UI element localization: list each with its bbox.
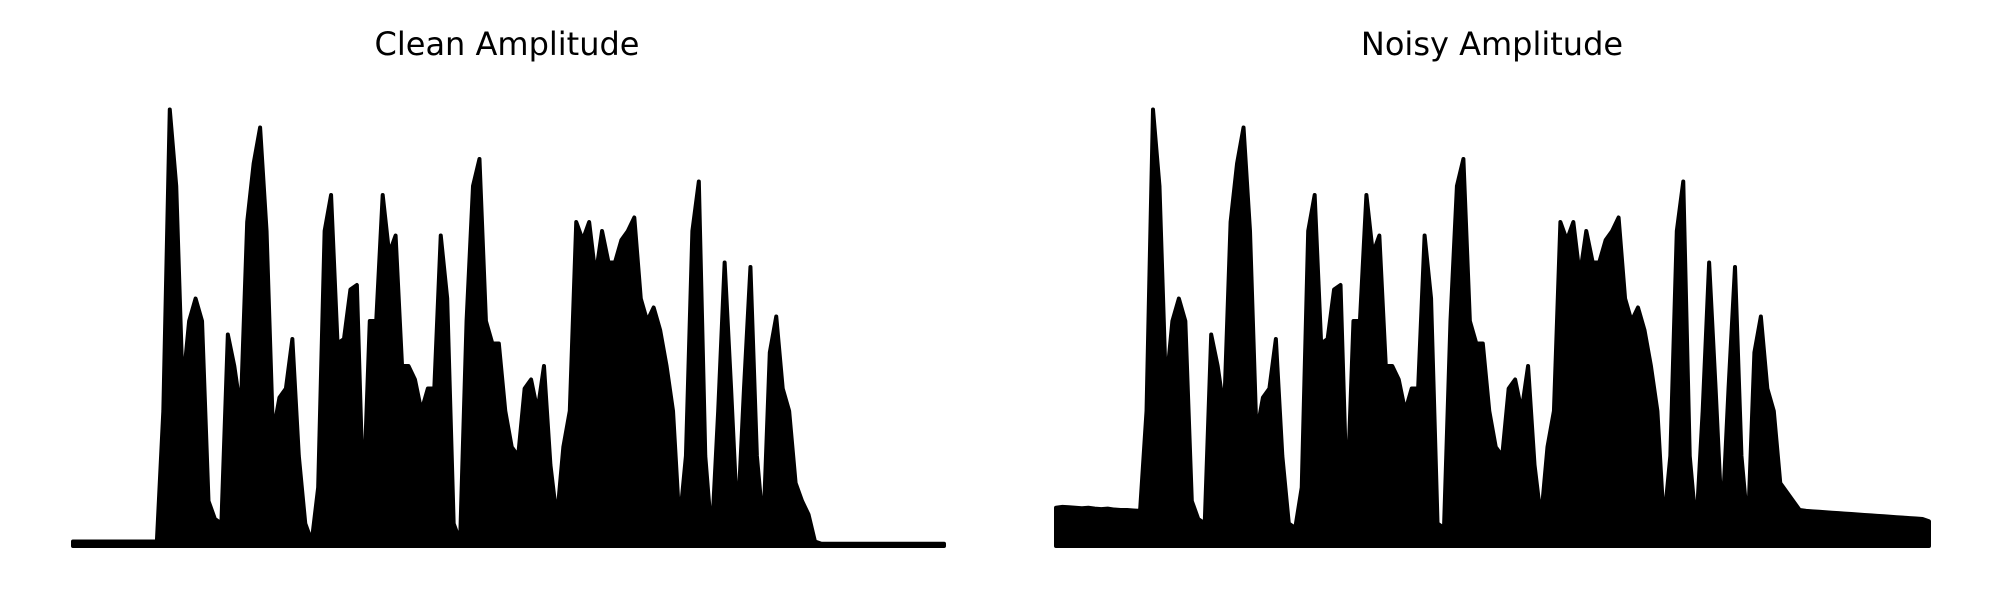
chart-title: Clean Amplitude: [375, 25, 640, 63]
amplitude-area: [71, 107, 946, 548]
chart-title: Noisy Amplitude: [1361, 25, 1623, 63]
amplitude-area: [1054, 107, 1931, 548]
